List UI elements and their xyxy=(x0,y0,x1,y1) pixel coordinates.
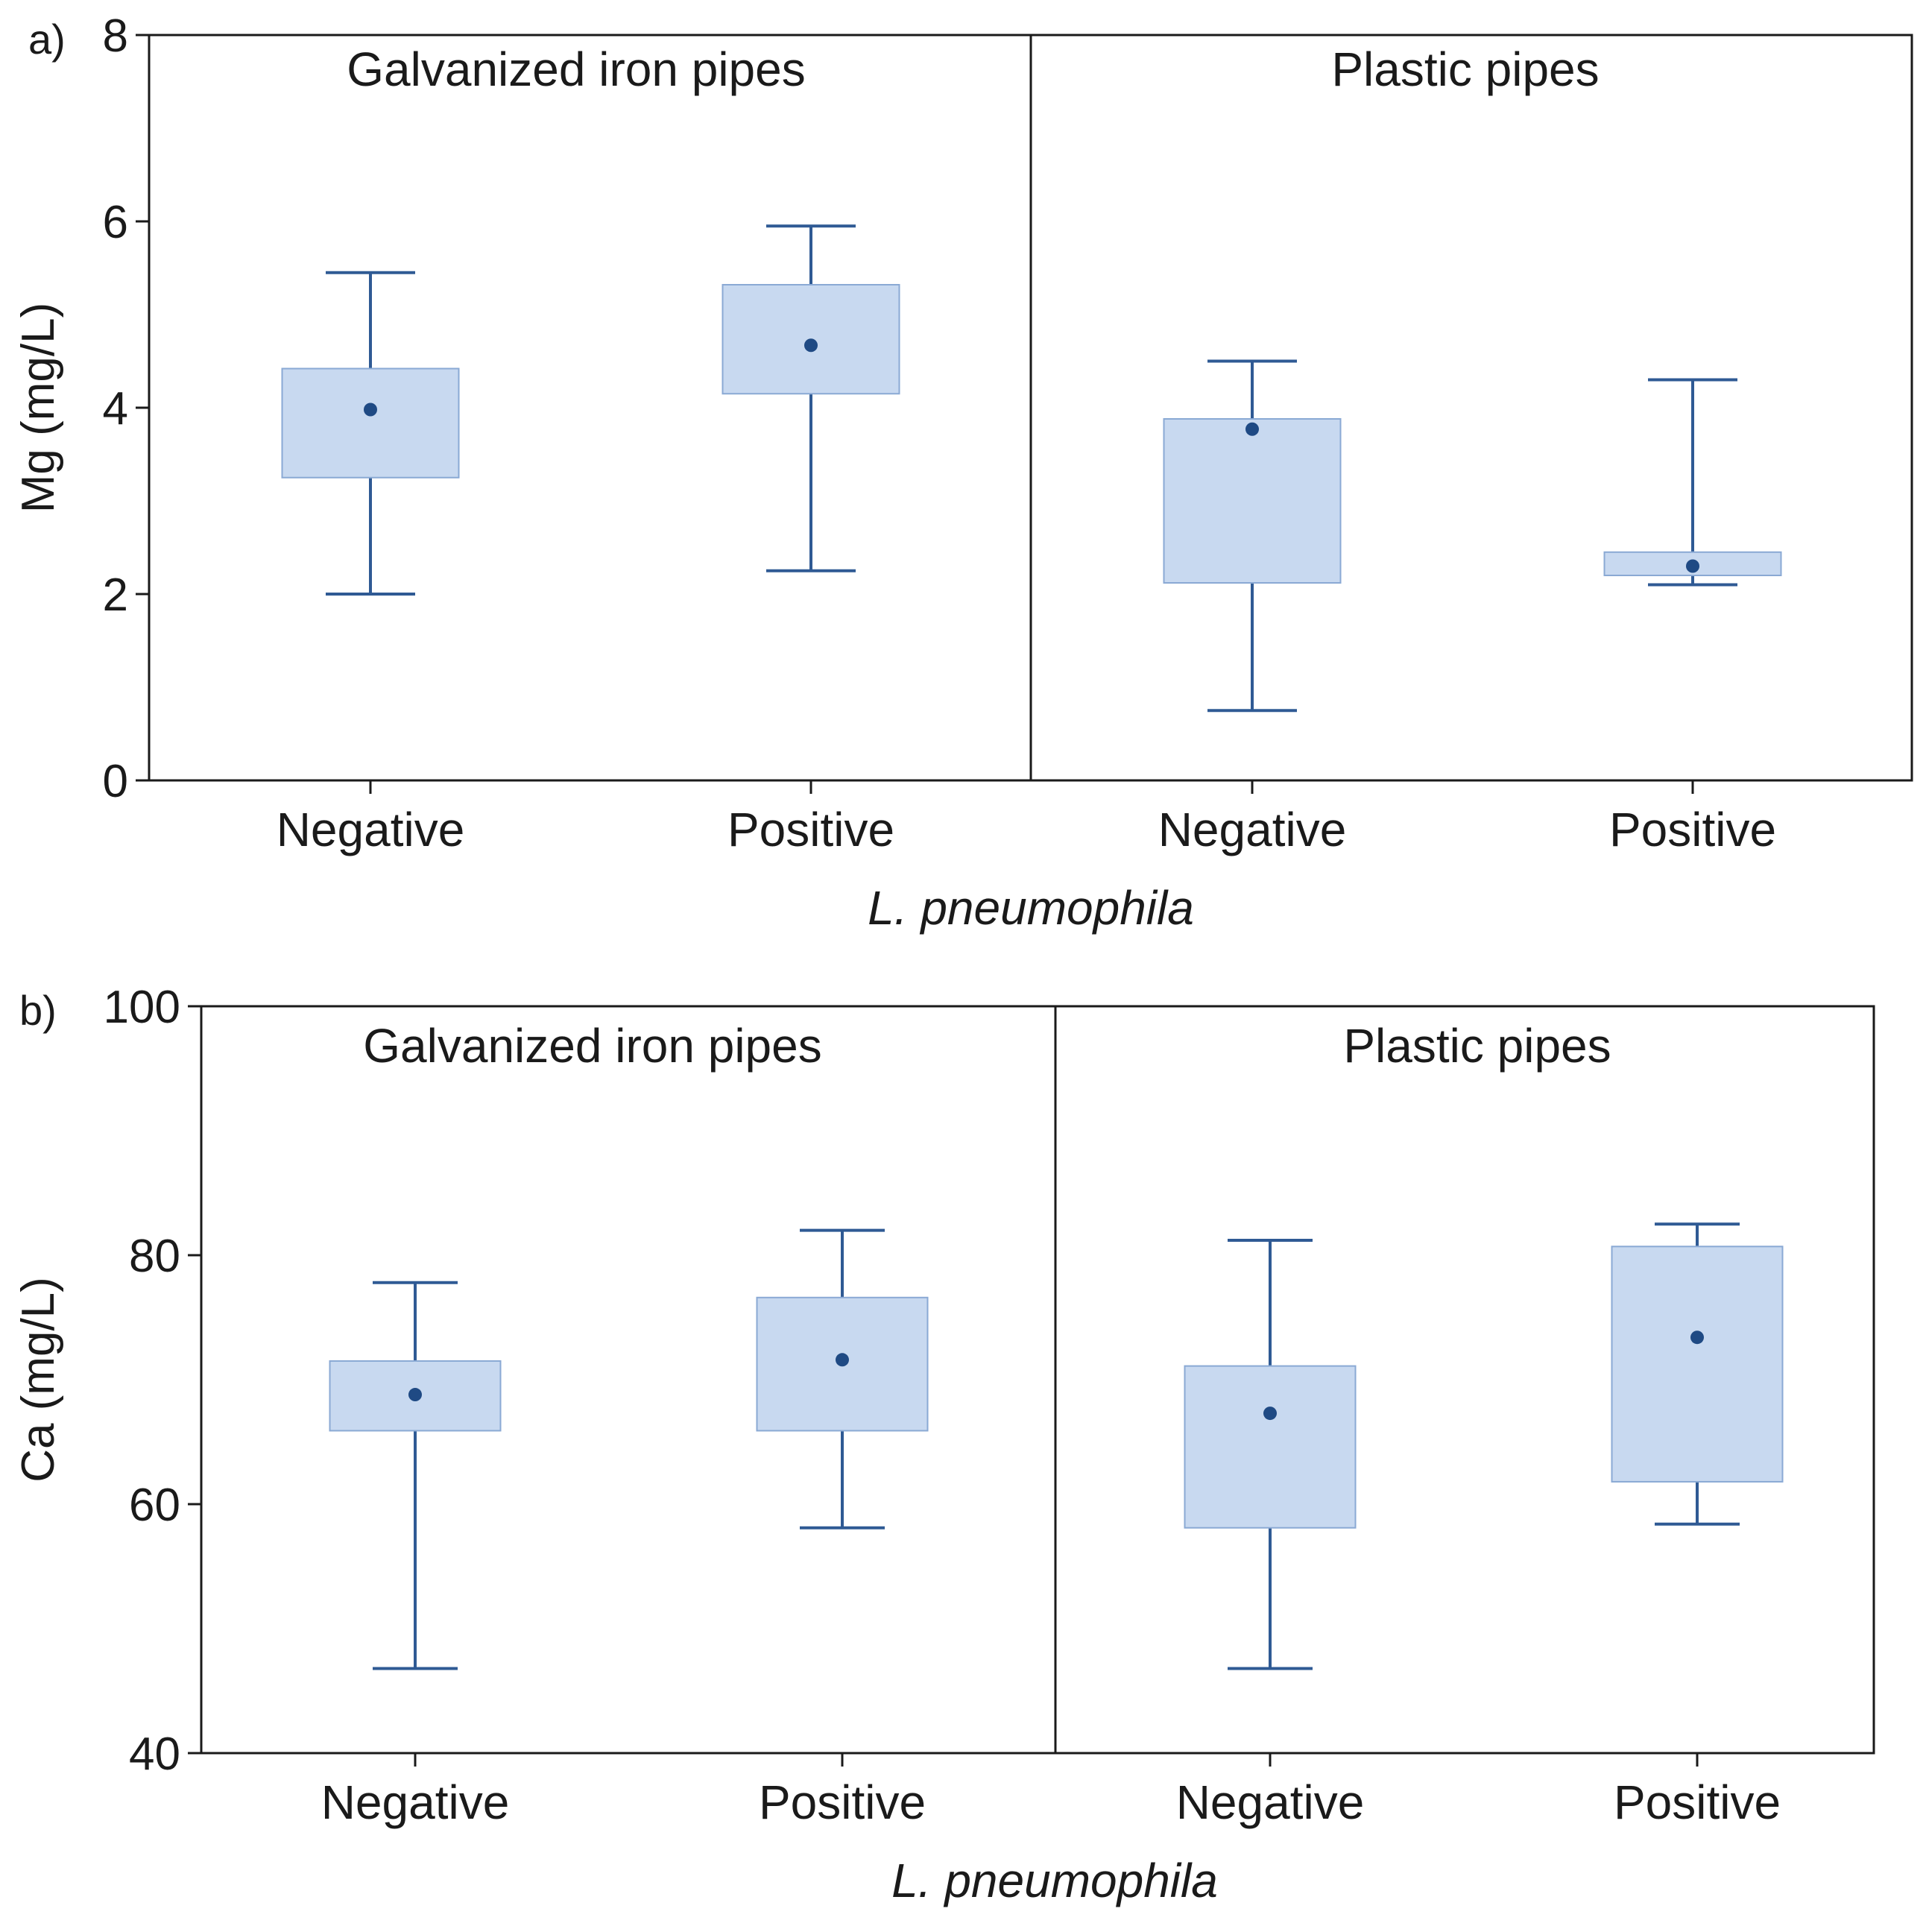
mean-point xyxy=(804,338,818,353)
x-category-label: Negative xyxy=(1158,803,1347,856)
mean-point xyxy=(836,1353,849,1367)
y-tick-label: 8 xyxy=(103,10,128,62)
mean-point xyxy=(1263,1407,1277,1421)
y-tick-label: 6 xyxy=(103,197,128,248)
x-axis-title: L. pneumophila xyxy=(868,881,1194,935)
panel-label: b) xyxy=(19,987,57,1034)
x-axis-title: L. pneumophila xyxy=(891,1854,1218,1907)
group-title: Plastic pipes xyxy=(1343,1019,1611,1073)
group-title: Plastic pipes xyxy=(1331,42,1599,96)
x-category-label: Positive xyxy=(727,803,894,856)
box-iqr xyxy=(1163,418,1342,584)
mean-point xyxy=(1690,1330,1704,1345)
x-category-label: Positive xyxy=(759,1775,926,1829)
mean-point xyxy=(1245,422,1259,436)
panel-a: a) 0 2 4 6 8 Mg (mg/L) L. pneumophila Galvanized… xyxy=(13,10,1913,935)
y-tick-label: 0 xyxy=(103,756,128,807)
box-negative xyxy=(1163,359,1342,713)
y-tick-label: 100 xyxy=(104,982,180,1033)
y-tick-label: 4 xyxy=(103,383,128,435)
y-axis-title: Ca (mg/L) xyxy=(13,1277,64,1483)
mean-point xyxy=(1686,559,1699,573)
x-category-label: Negative xyxy=(1176,1775,1365,1829)
box-iqr xyxy=(1184,1365,1357,1529)
x-category-label: Negative xyxy=(277,803,465,856)
box-positive xyxy=(722,224,900,572)
box-positive xyxy=(1603,378,1782,587)
x-category-label: Positive xyxy=(1614,1775,1781,1829)
box-iqr xyxy=(1611,1246,1784,1483)
mean-point xyxy=(408,1388,422,1402)
y-tick-label: 40 xyxy=(129,1729,180,1780)
panel-label: a) xyxy=(28,16,66,63)
y-tick-label: 60 xyxy=(129,1480,180,1531)
group-title: Galvanized iron pipes xyxy=(347,42,805,96)
box-iqr xyxy=(281,367,460,479)
mean-point xyxy=(364,402,377,417)
y-axis-title: Mg (mg/L) xyxy=(13,303,64,513)
x-category-label: Negative xyxy=(321,1775,510,1829)
box-positive xyxy=(756,1228,929,1530)
box-negative xyxy=(281,271,460,596)
box-negative xyxy=(1184,1238,1357,1670)
box-positive xyxy=(1611,1222,1784,1526)
y-tick-label: 2 xyxy=(103,569,128,621)
panel-b: b) 40 60 80 100 Ca (mg/L) L. pneumophila Galvan… xyxy=(13,982,1875,1907)
group-title: Galvanized iron pipes xyxy=(363,1019,821,1073)
x-category-label: Positive xyxy=(1609,803,1776,856)
y-tick-label: 80 xyxy=(129,1231,180,1282)
box-negative xyxy=(329,1281,502,1670)
plot-frame xyxy=(200,1005,1875,1755)
